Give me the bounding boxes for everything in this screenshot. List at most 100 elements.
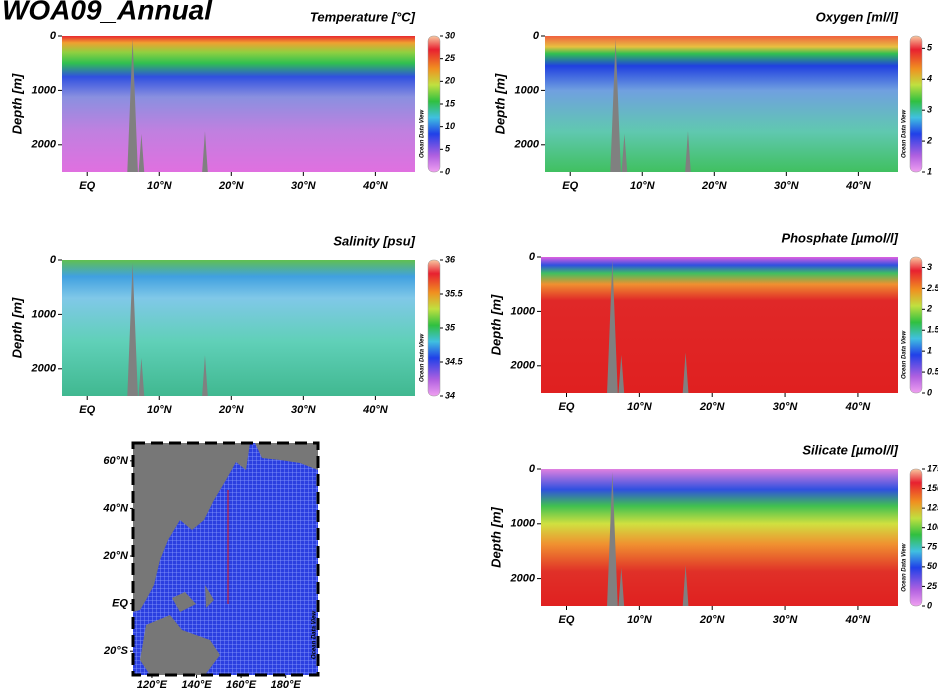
colorbar-tick-label: 2.5: [926, 283, 938, 293]
panel-title: Oxygen [ml/l]: [816, 9, 899, 24]
colorbar-tick-label: 4: [926, 74, 932, 84]
x-tick-label: 30°N: [773, 614, 799, 626]
y-tick-label: 1000: [511, 305, 536, 317]
y-tick-label: 2000: [510, 360, 536, 372]
x-tick-label: 10°N: [627, 614, 653, 626]
y-tick-label: 1000: [32, 84, 57, 96]
colorbar-tick-label: 34: [445, 390, 455, 400]
section-field: [545, 36, 898, 172]
x-tick-label: 40°N: [362, 404, 389, 416]
colorbar-tick-label: 2: [926, 135, 932, 145]
panel-title: Temperature [°C]: [310, 9, 416, 24]
y-tick-label: 2000: [31, 139, 57, 151]
y-tick-label: 0: [529, 251, 536, 263]
colorbar: [909, 35, 923, 173]
colorbar-tick-label: 175: [927, 463, 938, 473]
y-axis-label: Depth [m]: [9, 73, 24, 134]
lon-tick-label: 160°E: [226, 679, 257, 691]
lat-tick-label: 40°N: [102, 502, 129, 514]
lat-tick-label: EQ: [112, 598, 128, 610]
colorbar-tick-label: 35.5: [445, 288, 464, 298]
x-tick-label: 20°N: [701, 180, 728, 192]
seamount: [138, 357, 145, 396]
colorbar-tick-label: 5: [445, 144, 451, 154]
colorbar-tick-label: 1.5: [927, 325, 938, 335]
section-field: [62, 260, 415, 396]
y-axis-label: Depth [m]: [9, 297, 24, 358]
colorbar: [427, 35, 441, 173]
colorbar-tick-label: 3: [927, 105, 932, 115]
colorbar-tick-label: 0: [927, 600, 932, 610]
x-tick-label: 30°N: [774, 180, 800, 192]
colorbar-tick-label: 35: [445, 322, 456, 332]
colorbar: [427, 259, 441, 397]
x-tick-label: 40°N: [845, 401, 872, 413]
y-tick-label: 0: [50, 254, 57, 266]
x-tick-label: 10°N: [147, 180, 173, 192]
lon-tick-label: 120°E: [137, 679, 168, 691]
colorbar-tick-label: 0: [445, 166, 450, 176]
colorbar-tick-label: 34.5: [445, 356, 464, 366]
seamount: [127, 38, 138, 172]
seamount: [618, 354, 625, 393]
seamount: [618, 567, 625, 606]
figure-title: WOA09_Annual: [2, 0, 213, 25]
x-tick-label: EQ: [559, 401, 575, 413]
credit: Ocean Data View: [420, 334, 426, 382]
colorbar-tick-label: 0.5: [927, 366, 938, 376]
y-tick-label: 0: [50, 30, 57, 42]
lon-tick-label: 180°E: [271, 679, 302, 691]
credit: Ocean Data View: [902, 331, 908, 379]
seamount: [607, 471, 618, 606]
colorbar-tick-label: 100: [927, 522, 938, 532]
colorbar-tick-label: 75: [927, 542, 938, 552]
colorbar-tick-label: 20: [444, 76, 455, 86]
y-tick-label: 2000: [510, 573, 536, 585]
seamount: [621, 133, 628, 172]
credit: Ocean Data View: [420, 110, 426, 158]
y-axis-label: Depth [m]: [488, 294, 503, 355]
seamount: [610, 38, 621, 172]
y-tick-label: 1000: [32, 308, 57, 320]
seamount: [682, 352, 689, 393]
seamount: [607, 259, 618, 393]
x-tick-label: 30°N: [773, 401, 799, 413]
x-tick-label: 30°N: [291, 180, 317, 192]
seamount: [682, 564, 689, 606]
section-field: [62, 36, 415, 172]
colorbar: [909, 468, 923, 607]
x-tick-label: 40°N: [362, 180, 389, 192]
x-tick-label: 40°N: [845, 180, 872, 192]
section-field: [541, 469, 898, 606]
y-tick-label: 2000: [31, 363, 57, 375]
colorbar-tick-label: 2: [926, 304, 932, 314]
lat-tick-label: 20°N: [102, 550, 129, 562]
x-tick-label: 30°N: [291, 404, 317, 416]
colorbar-tick-label: 0: [927, 387, 932, 397]
lat-tick-label: 60°N: [103, 455, 129, 467]
colorbar-tick-label: 15: [445, 98, 456, 108]
panel-title: Phosphate [µmol/l]: [781, 230, 898, 245]
credit: Ocean Data View: [312, 611, 318, 659]
x-tick-label: EQ: [79, 404, 95, 416]
colorbar-tick-label: 1: [927, 346, 932, 356]
x-tick-label: 20°N: [218, 404, 245, 416]
colorbar-tick-label: 150: [927, 483, 938, 493]
map: [131, 441, 320, 677]
seamount: [685, 131, 691, 172]
y-tick-label: 0: [529, 463, 536, 475]
colorbar-tick-label: 50: [927, 561, 937, 571]
colorbar-tick-label: 30: [445, 30, 455, 40]
credit: Ocean Data View: [902, 543, 908, 591]
seamount: [127, 262, 138, 396]
lat-tick-label: 20°S: [103, 645, 129, 657]
x-tick-label: EQ: [79, 180, 95, 192]
x-tick-label: 10°N: [630, 180, 656, 192]
seamount: [138, 133, 145, 172]
colorbar-tick-label: 10: [445, 121, 455, 131]
colorbar-tick-label: 25: [444, 53, 456, 63]
colorbar-tick-label: 25: [926, 581, 938, 591]
x-tick-label: 20°N: [218, 180, 245, 192]
seamount: [202, 131, 208, 172]
